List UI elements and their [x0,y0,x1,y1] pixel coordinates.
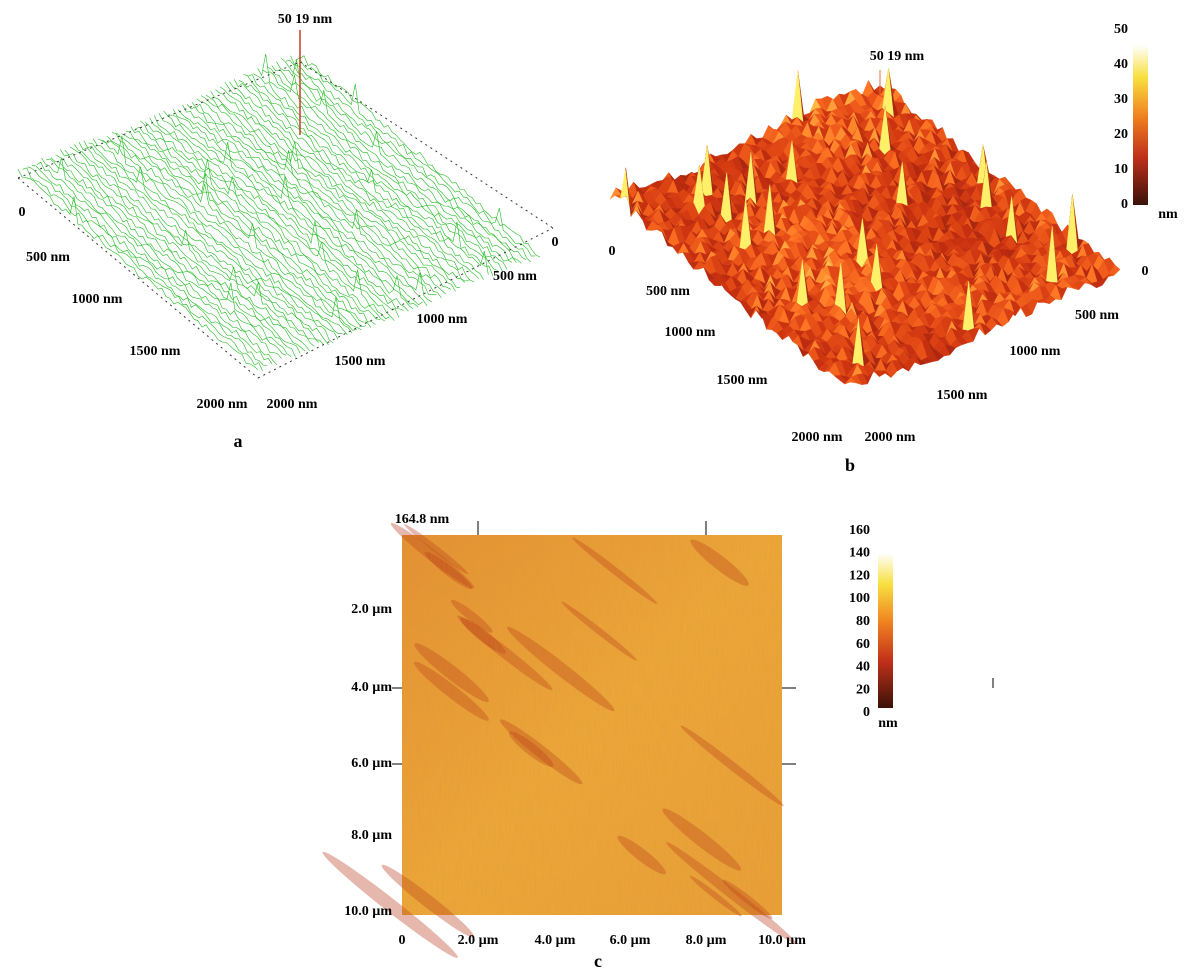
colorbar [878,553,893,708]
label: 500 nm [646,284,690,299]
wire [37,162,277,364]
wire [140,121,380,320]
label: 6.0 µm [610,933,651,948]
label: 1500 nm [130,344,181,359]
label: 500 nm [493,269,537,284]
label: 40 [856,660,870,675]
label: 1500 nm [335,354,386,369]
wire [98,136,338,339]
colorbar [1133,45,1148,205]
label: 40 [1114,57,1128,72]
wire [201,96,441,298]
label: 100 [849,591,870,606]
label: 1000 nm [665,325,716,340]
label: 164.8 nm [395,512,450,527]
label: 10.0 µm [344,904,392,919]
label: b [845,455,855,475]
label: 0 [1121,197,1128,212]
wire [18,169,258,370]
label: nm [1158,207,1178,222]
label: 80 [856,614,870,629]
label: 1000 nm [72,292,123,307]
label: 500 nm [26,250,70,265]
label: 500 nm [1075,308,1119,323]
wire [277,60,517,263]
label: 0 [552,235,559,250]
wire [291,56,531,262]
wire [60,149,300,353]
wire [46,159,286,355]
label: 1000 nm [1010,344,1061,359]
wire [281,58,521,263]
label: 60 [856,637,870,652]
wire [168,115,408,311]
wire [117,133,357,330]
label: 0 [399,933,406,948]
label: a [234,431,243,451]
label: 6.0 µm [351,756,392,771]
wire [262,70,502,271]
label: 0 [1142,264,1149,279]
label: 2.0 µm [458,933,499,948]
wire [258,54,498,270]
wire [42,158,282,359]
label: 160 [849,523,870,538]
figure: 50 19 nma0500 nm1000 nm1500 nm2000 nm050… [0,0,1188,972]
wire [70,147,310,351]
label: 10.0 µm [758,933,806,948]
label: 1000 nm [417,312,468,327]
label: c [594,951,602,971]
label: 2.0 µm [351,602,392,617]
wire [150,118,390,319]
wire [27,167,267,366]
wire [286,60,526,259]
label: 1500 nm [937,388,988,403]
wire [23,168,263,371]
label: 120 [849,568,870,583]
label: 0 [609,244,616,259]
label: 50 19 nm [278,12,333,27]
wire [56,155,296,358]
wire [103,140,343,334]
label: 20 [856,682,870,697]
label: 2000 nm [267,397,318,412]
height-map-grain [402,535,782,915]
wire [206,95,446,294]
label: 2000 nm [792,430,843,445]
label: 0 [19,205,26,220]
wire [79,142,319,342]
wire [164,111,404,311]
page: {"panels": [ {"label": "a", "peak_label"… [0,0,1188,972]
label: 8.0 µm [686,933,727,948]
label: 10 [1114,162,1128,177]
wire [136,127,376,324]
label: 2000 nm [865,430,916,445]
wire [159,113,399,317]
label: 4.0 µm [535,933,576,948]
label: 50 [1114,22,1128,37]
label: 20 [1114,127,1128,142]
label: 50 19 nm [870,49,925,64]
label: 4.0 µm [351,680,392,695]
label: 2000 nm [197,397,248,412]
wire [93,139,333,343]
label: nm [878,716,898,731]
label: 0 [863,705,870,720]
label: 140 [849,546,870,561]
label: 30 [1114,92,1128,107]
label: 8.0 µm [351,828,392,843]
wire [112,133,352,334]
label: 1500 nm [717,373,768,388]
wire [253,74,493,277]
